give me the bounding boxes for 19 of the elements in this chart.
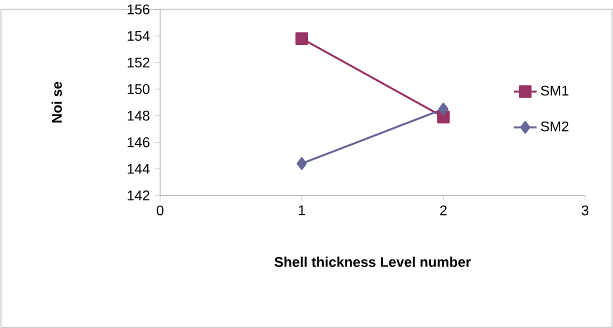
y-tick-label: 150 (128, 84, 150, 94)
y-tick-label: 154 (128, 30, 150, 41)
x-tick-label: 0 (156, 205, 164, 216)
y-tick-label: 148 (128, 110, 150, 121)
x-tick-label: 2 (440, 205, 447, 216)
point (438, 102, 448, 116)
point (295, 32, 308, 45)
y-tick-label: 152 (128, 57, 150, 68)
x-tick-label: 3 (582, 205, 588, 216)
y-tick-label: 156 (128, 4, 150, 14)
point (296, 157, 307, 170)
y-tick-label: 144 (128, 164, 150, 174)
y-tick-label: 142 (128, 190, 150, 200)
x-axis-title: Shell thickness Level number (274, 256, 471, 267)
legend-label: SM2 (540, 121, 568, 132)
y-axis-title: Noi se (52, 82, 62, 122)
x-tick-label: 1 (298, 205, 305, 215)
legend-label: SM1 (540, 86, 568, 96)
y-tick-label: 146 (128, 137, 150, 148)
